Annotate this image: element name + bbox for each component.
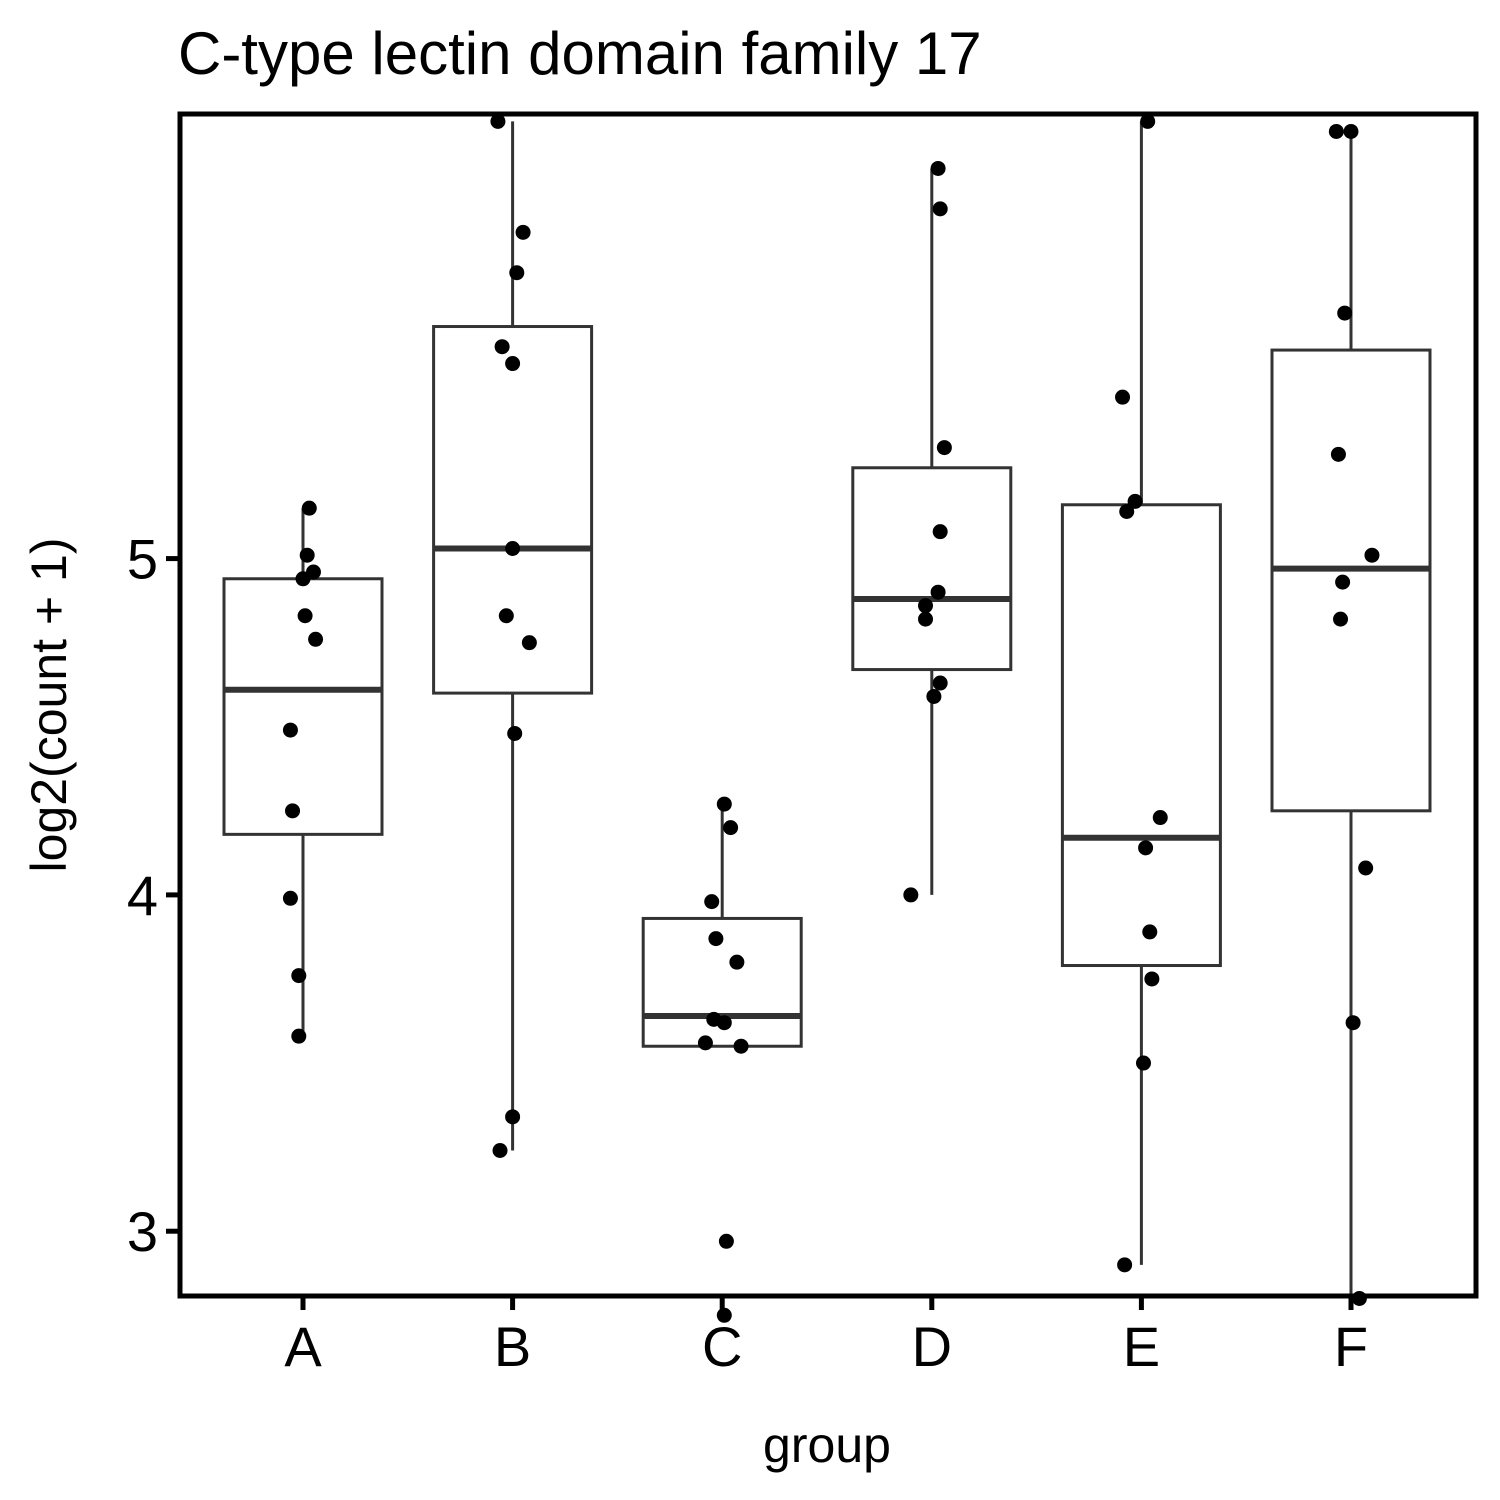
- data-point-E-46: [1142, 924, 1158, 940]
- data-point-B-13: [507, 725, 523, 741]
- box-body-B: [432, 325, 594, 695]
- box-E: [1060, 121, 1222, 1265]
- data-point-D-35: [932, 675, 948, 691]
- box-C: [641, 804, 803, 1048]
- data-point-D-39: [932, 524, 948, 540]
- box-body-D: [851, 466, 1013, 672]
- y-axis-title: log2(count + 1): [21, 538, 77, 873]
- data-point-D-38: [930, 584, 946, 600]
- data-point-F-56: [1333, 611, 1349, 627]
- data-point-D-36: [918, 611, 934, 627]
- data-point-A-4: [282, 722, 298, 738]
- data-point-B-19: [509, 265, 525, 281]
- data-point-B-14: [521, 635, 537, 651]
- data-point-A-0: [291, 1028, 307, 1044]
- data-point-C-24: [697, 1035, 713, 1051]
- data-point-A-2: [282, 890, 298, 906]
- data-point-F-61: [1328, 123, 1344, 139]
- data-point-A-10: [301, 500, 317, 516]
- data-point-E-43: [1117, 1257, 1133, 1273]
- box-F: [1270, 131, 1432, 1299]
- x-tick-label-B: B: [494, 1315, 531, 1378]
- data-point-A-5: [308, 631, 324, 647]
- data-point-C-25: [733, 1038, 749, 1054]
- data-point-E-44: [1135, 1055, 1151, 1071]
- plot-panel-border: [177, 111, 1479, 1299]
- data-point-F-60: [1337, 305, 1353, 321]
- data-point-B-16: [505, 540, 521, 556]
- data-point-B-11: [492, 1142, 508, 1158]
- x-tick-label-D: D: [912, 1315, 952, 1378]
- data-point-F-59: [1330, 446, 1346, 462]
- data-point-B-18: [494, 339, 510, 355]
- data-point-E-47: [1138, 840, 1154, 856]
- data-point-D-41: [932, 201, 948, 217]
- data-point-F-54: [1345, 1015, 1361, 1031]
- y-tick-label-3: 3: [127, 1200, 158, 1263]
- box-B: [432, 121, 594, 1151]
- data-point-A-1: [291, 968, 307, 984]
- y-tick-label-5: 5: [127, 528, 158, 591]
- data-point-B-12: [505, 1109, 521, 1125]
- box-body-E: [1060, 503, 1222, 968]
- box-A: [222, 508, 384, 1037]
- data-point-C-32: [716, 796, 732, 812]
- data-point-C-30: [704, 894, 720, 910]
- plot-area: [222, 113, 1432, 1323]
- data-point-C-29: [708, 931, 724, 947]
- data-point-F-62: [1343, 123, 1359, 139]
- data-point-F-57: [1335, 574, 1351, 590]
- data-point-F-55: [1358, 860, 1374, 876]
- x-axis-title: group: [763, 1417, 891, 1473]
- x-tick-label-A: A: [284, 1315, 322, 1378]
- x-tick-label-E: E: [1123, 1315, 1160, 1378]
- axes: 3 4 5 A B C D E F: [127, 528, 1368, 1378]
- data-point-D-34: [926, 688, 942, 704]
- chart-title: C-type lectin domain family 17: [178, 20, 982, 87]
- data-point-D-33: [903, 887, 919, 903]
- data-point-F-58: [1364, 547, 1380, 563]
- data-point-A-8: [305, 564, 321, 580]
- data-point-B-21: [490, 113, 506, 129]
- data-point-A-6: [297, 608, 313, 624]
- data-point-C-22: [716, 1307, 732, 1323]
- data-point-C-23: [718, 1233, 734, 1249]
- data-point-E-52: [1140, 113, 1156, 129]
- data-point-C-27: [716, 1015, 732, 1031]
- data-point-D-42: [930, 160, 946, 176]
- data-point-E-50: [1127, 493, 1143, 509]
- data-point-D-37: [918, 598, 934, 614]
- data-point-B-20: [515, 224, 531, 240]
- data-point-D-40: [936, 440, 952, 456]
- data-point-A-9: [299, 547, 315, 563]
- x-tick-label-F: F: [1334, 1315, 1368, 1378]
- data-point-B-15: [498, 608, 514, 624]
- data-point-B-17: [505, 356, 521, 372]
- box-D: [851, 168, 1013, 895]
- y-tick-label-4: 4: [127, 864, 158, 927]
- data-point-E-48: [1152, 810, 1168, 826]
- data-point-E-45: [1144, 971, 1160, 987]
- data-point-E-51: [1115, 389, 1131, 405]
- data-point-C-31: [723, 820, 739, 836]
- x-tick-label-C: C: [702, 1315, 742, 1378]
- data-point-A-3: [285, 803, 301, 819]
- box-body-F: [1270, 348, 1432, 813]
- data-point-E-49: [1119, 503, 1135, 519]
- data-point-C-28: [729, 954, 745, 970]
